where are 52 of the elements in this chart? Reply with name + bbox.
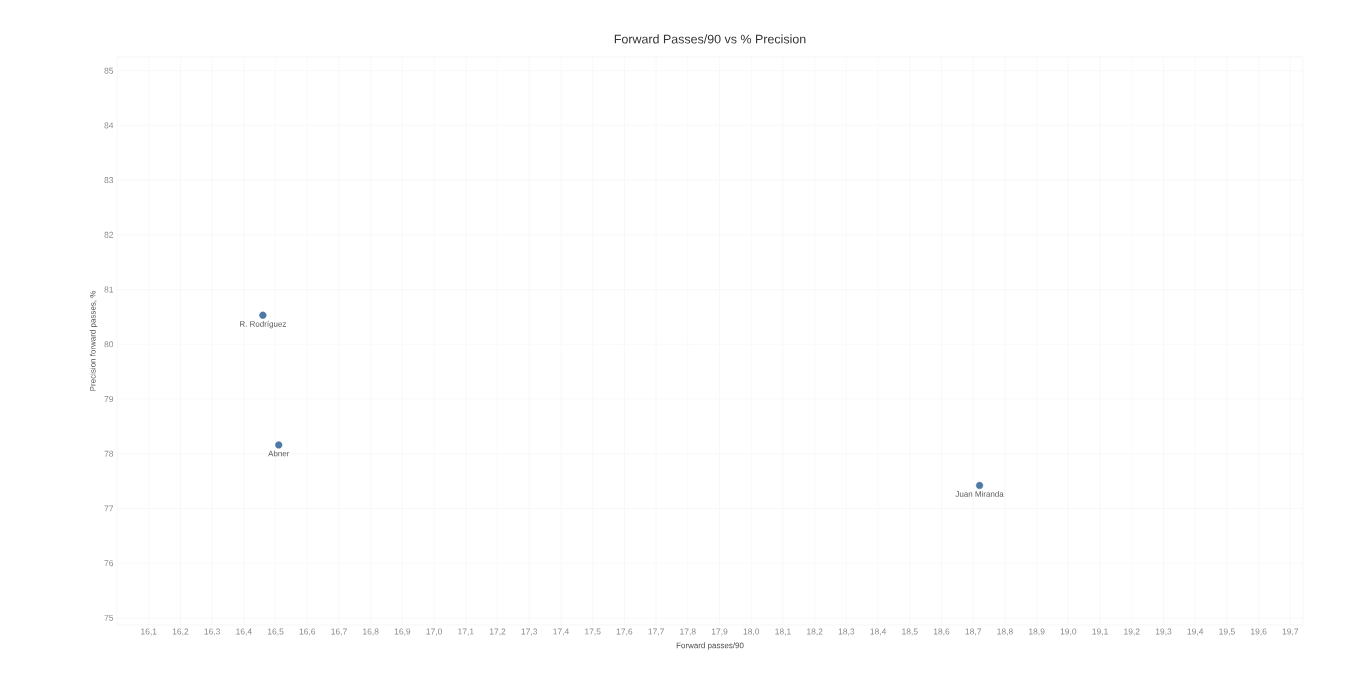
x-tick-label: 18,9 xyxy=(1029,628,1045,636)
x-tick-label: 18,8 xyxy=(997,628,1013,636)
x-tick-label: 19,1 xyxy=(1092,628,1108,636)
x-tick-label: 16,6 xyxy=(299,628,316,636)
x-tick-label: 18,7 xyxy=(965,628,982,636)
x-tick-label: 18,3 xyxy=(838,628,855,636)
x-tick-label: 17,3 xyxy=(521,628,538,636)
x-tick-label: 19,2 xyxy=(1124,628,1140,636)
x-tick-label: 19,6 xyxy=(1251,628,1267,636)
y-tick-label: 79 xyxy=(104,396,114,402)
x-tick-label: 16,7 xyxy=(331,628,347,636)
x-tick-label: 19,0 xyxy=(1060,628,1077,636)
x-tick-label: 18,6 xyxy=(933,628,950,636)
x-tick-label: 19,3 xyxy=(1155,628,1172,636)
x-tick-label: 17,4 xyxy=(553,628,569,636)
x-tick-label: 18,1 xyxy=(775,628,791,636)
x-tick-label: 16,1 xyxy=(141,628,157,636)
y-tick-label: 75 xyxy=(104,614,114,621)
x-tick-label: 17,0 xyxy=(426,628,443,636)
y-tick-label: 81 xyxy=(104,286,114,293)
y-tick-label: 85 xyxy=(104,67,114,74)
y-tick-label: 78 xyxy=(104,450,114,457)
x-tick-label: 18,5 xyxy=(902,628,918,636)
x-tick-label: 17,1 xyxy=(458,628,474,636)
x-tick-label: 17,5 xyxy=(585,628,601,636)
x-tick-label: 19,4 xyxy=(1187,628,1204,636)
x-tick-label: 17,8 xyxy=(680,628,696,636)
x-tick-label: 16,8 xyxy=(363,628,379,636)
x-tick-label: 19,5 xyxy=(1219,628,1235,636)
chart-title: Forward Passes/90 vs % Precision xyxy=(614,34,806,44)
x-tick-label: 18,4 xyxy=(870,628,887,636)
y-tick-label: 77 xyxy=(104,505,114,512)
y-tick-label: 76 xyxy=(104,560,114,567)
x-tick-label: 19,7 xyxy=(1282,628,1299,636)
x-tick-label: 17,2 xyxy=(489,628,506,636)
x-tick-label: 16,5 xyxy=(267,628,284,636)
y-tick-label: 80 xyxy=(104,341,114,348)
point xyxy=(259,311,267,319)
x-tick-label: 16,9 xyxy=(394,628,411,636)
y-tick-label: 84 xyxy=(104,122,114,129)
x-tick-label: 16,2 xyxy=(172,628,189,636)
point xyxy=(975,481,984,490)
x-tick-label: 16,3 xyxy=(204,628,221,636)
x-tick-label: 17,7 xyxy=(648,628,664,636)
y-tick-label: 83 xyxy=(104,177,114,184)
x-tick-label: 17,6 xyxy=(616,628,633,636)
x-tick-label: 18,2 xyxy=(807,628,823,636)
y-tick-label: 82 xyxy=(104,231,114,238)
x-tick-label: 16,4 xyxy=(236,628,252,636)
point xyxy=(275,441,283,449)
x-tick-label: 18,0 xyxy=(743,628,760,636)
x-tick-label: 17,9 xyxy=(711,628,728,636)
